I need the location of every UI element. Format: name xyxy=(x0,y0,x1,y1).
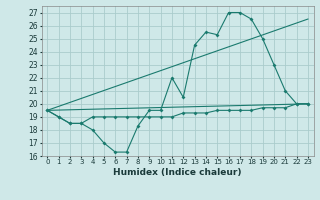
X-axis label: Humidex (Indice chaleur): Humidex (Indice chaleur) xyxy=(113,168,242,177)
